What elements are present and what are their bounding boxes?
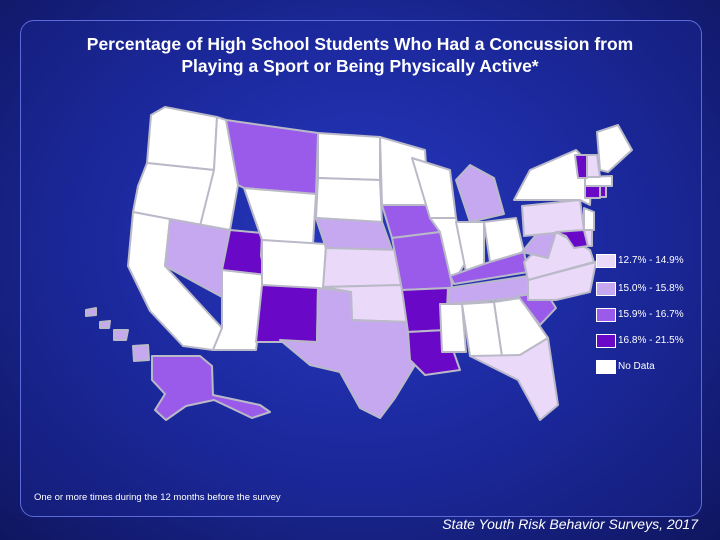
state-co — [261, 239, 327, 292]
title-line-2: Playing a Sport or Being Physically Acti… — [181, 56, 539, 76]
state-nd — [317, 132, 381, 181]
legend-item: 15.9% - 16.7% — [596, 308, 706, 322]
legend-label: No Data — [618, 361, 655, 372]
state-md — [555, 229, 589, 249]
state-ut — [221, 229, 267, 276]
legend-swatch — [596, 334, 616, 348]
state-nh — [586, 154, 601, 178]
state-ks — [322, 247, 403, 288]
state-ms — [439, 303, 467, 353]
state-ri — [599, 185, 607, 198]
state-ct — [584, 185, 601, 199]
state-nj — [583, 207, 595, 231]
state-nm — [255, 284, 319, 343]
state-ma — [584, 175, 613, 187]
state-sd — [315, 177, 383, 223]
state-ak — [151, 355, 271, 421]
legend-label: 15.0% - 15.8% — [618, 283, 684, 294]
state-tx — [279, 287, 416, 419]
source-citation: State Youth Risk Behavior Surveys, 2017 — [442, 516, 698, 532]
state-wa — [146, 106, 218, 171]
legend-swatch — [596, 254, 616, 268]
state-fl — [469, 337, 559, 421]
legend-item: 12.7% - 14.9% — [596, 254, 706, 268]
legend-swatch — [596, 308, 616, 322]
state-me — [596, 124, 633, 173]
state-mt — [225, 119, 319, 195]
state-az — [212, 269, 267, 351]
legend-item: No Data — [596, 360, 706, 374]
legend-label: 12.7% - 14.9% — [618, 255, 684, 266]
map-title: Percentage of High School Students Who H… — [20, 33, 700, 77]
legend-swatch — [596, 282, 616, 296]
legend-item: 15.0% - 15.8% — [596, 282, 706, 296]
state-mi — [455, 164, 505, 223]
state-hi — [85, 307, 150, 362]
state-ne — [315, 217, 393, 251]
legend-label: 15.9% - 16.7% — [618, 309, 684, 320]
legend-label: 16.8% - 21.5% — [618, 335, 684, 346]
footnote: One or more times during the 12 months b… — [34, 492, 281, 503]
legend-item: 16.8% - 21.5% — [596, 334, 706, 348]
legend-swatch — [596, 360, 616, 374]
state-vt — [574, 154, 588, 179]
title-line-1: Percentage of High School Students Who H… — [86, 34, 634, 54]
